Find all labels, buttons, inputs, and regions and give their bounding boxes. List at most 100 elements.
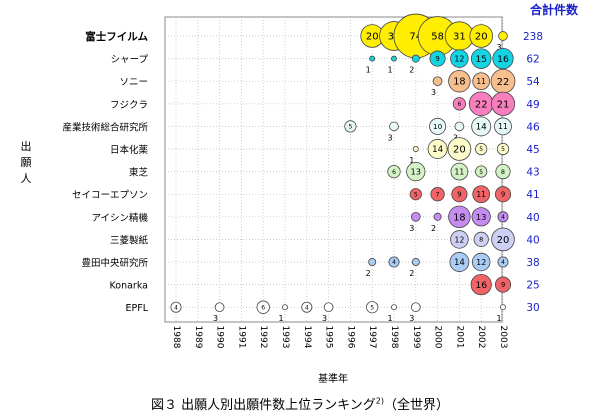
bubble-value: 11	[498, 122, 508, 131]
bubble-value: 22	[497, 77, 510, 88]
bubble-point	[389, 121, 399, 132]
bubble-value: 18	[453, 77, 465, 88]
bubble-value: 3	[322, 314, 327, 323]
applicant-name: 日本化薬	[110, 144, 149, 156]
total-count-header: 合計件数	[530, 2, 579, 17]
bubble-point	[498, 31, 508, 41]
bubble-point	[170, 301, 182, 313]
caption-text: 図３ 出願人別出願件数上位ランキング	[151, 398, 376, 413]
bubble-point	[448, 69, 471, 93]
applicant-name: EPFL	[126, 303, 149, 314]
x-tick-label: 1990	[215, 326, 225, 349]
bubble-value: 11	[455, 167, 465, 176]
bubble-value: 9	[457, 191, 461, 199]
bubble-point	[430, 187, 445, 202]
bubble-value: 6	[457, 101, 461, 108]
bubble-value: 5	[414, 191, 418, 198]
applicant-name: 産業技術総合研究所	[62, 121, 148, 133]
bubble-value: 1	[409, 156, 414, 165]
applicant-row: フジクラ 6 22 21 49	[110, 91, 540, 117]
bubble-point	[369, 55, 376, 62]
bubble-point	[366, 301, 379, 314]
bubble-value: 3	[409, 224, 414, 233]
bubble-point	[449, 252, 470, 272]
applicant-total: 30	[526, 302, 539, 314]
bubble-point	[282, 304, 288, 311]
bubble-value: 6	[261, 304, 265, 311]
bubble-value: 20	[475, 32, 488, 43]
applicant-row: アイシン精機 3 2 18 13 4 40	[91, 205, 540, 233]
bubble-value: 4	[174, 304, 178, 311]
bubble-value: 11	[476, 190, 486, 199]
applicant-total: 46	[526, 121, 540, 133]
applicant-name: 三菱製紙	[110, 234, 149, 246]
caption-footnote-ref: 2)	[375, 396, 384, 406]
bubble-value: 2	[409, 269, 414, 278]
x-tick-label: 1994	[302, 326, 312, 349]
bubble-value: 5	[479, 146, 483, 153]
bubble-point	[432, 76, 443, 87]
bubble-value: 2	[409, 66, 414, 75]
applicant-row: 三菱製紙 12 8 20 40	[110, 227, 540, 252]
applicant-row: 富士フイルム2032745831203238	[85, 13, 543, 59]
bubble-value: 12	[476, 258, 486, 267]
bubble-value: 14	[476, 122, 487, 132]
bubble-value: 14	[454, 258, 465, 268]
bubble-point	[411, 54, 420, 63]
bubble-value: 3	[213, 314, 218, 323]
bubble-value: 2	[366, 269, 371, 278]
bubble-point	[387, 164, 401, 179]
bubble-value: 18	[453, 212, 465, 223]
bubble-value: 2	[431, 224, 436, 233]
bubble-point	[496, 142, 510, 156]
bubble-point	[412, 146, 419, 152]
applicant-row: セイコーエプソン 5 7 9 11 9 41	[72, 185, 540, 204]
bubble-point	[494, 186, 512, 203]
bubble-value: 10	[433, 122, 443, 131]
bubble-value: 14	[432, 145, 443, 155]
applicant-row: Konarka 16 9 25	[110, 273, 540, 296]
x-tick-labels: 1988 1989 1990 1991 1992 1993 1994 1995 1996 1997…	[171, 326, 508, 349]
x-tick-label: 1989	[193, 326, 203, 349]
bubble-point	[450, 162, 469, 181]
bubble-point	[448, 205, 471, 229]
applicant-total: 38	[526, 257, 539, 269]
applicant-row: 産業技術総合研究所53103141146	[62, 116, 540, 142]
bubble-point	[451, 186, 468, 203]
applicant-total: 54	[526, 76, 540, 88]
applicant-total: 25	[526, 280, 539, 292]
bubble-point	[301, 301, 313, 313]
bubble-value: 5	[479, 169, 483, 176]
bubble-value: 5	[348, 124, 352, 131]
bubble-point	[497, 211, 509, 223]
applicant-name: セイコーエプソン	[72, 190, 148, 201]
bubble-point	[473, 231, 489, 248]
applicant-row: 豊田中央研究所 2 4 2 14 12 4 38	[81, 252, 540, 278]
bubble-value: 4	[305, 304, 309, 311]
bubble-value: 3	[496, 43, 501, 52]
bubble-value: 1	[366, 66, 371, 75]
bubble-point	[471, 116, 492, 137]
bubble-value: 1	[387, 314, 392, 323]
bubble-point	[410, 211, 421, 222]
bubble-value: 12	[454, 54, 464, 63]
bubble-value: 13	[476, 212, 487, 222]
bubble-point	[214, 302, 225, 313]
bubble-point	[490, 91, 516, 116]
bubble-value: 7	[436, 191, 440, 198]
bubble-value: 16	[475, 280, 487, 291]
bubble-value: 3	[409, 314, 414, 323]
applicant-total: 40	[526, 212, 539, 224]
applicant-row: 東芝 6 13 11 5 8 43	[129, 162, 540, 182]
bubble-value: 9	[501, 281, 505, 289]
applicant-total: 49	[526, 99, 539, 111]
bubble-value: 3	[387, 133, 392, 142]
bubble-point	[472, 185, 491, 204]
bubble-point	[491, 227, 515, 252]
bubble-value: 4	[501, 259, 505, 266]
bubble-value: 5	[370, 304, 374, 311]
applicant-name: 東芝	[129, 167, 149, 179]
applicant-name: シャープ	[111, 55, 149, 66]
bubble-point	[475, 142, 488, 156]
